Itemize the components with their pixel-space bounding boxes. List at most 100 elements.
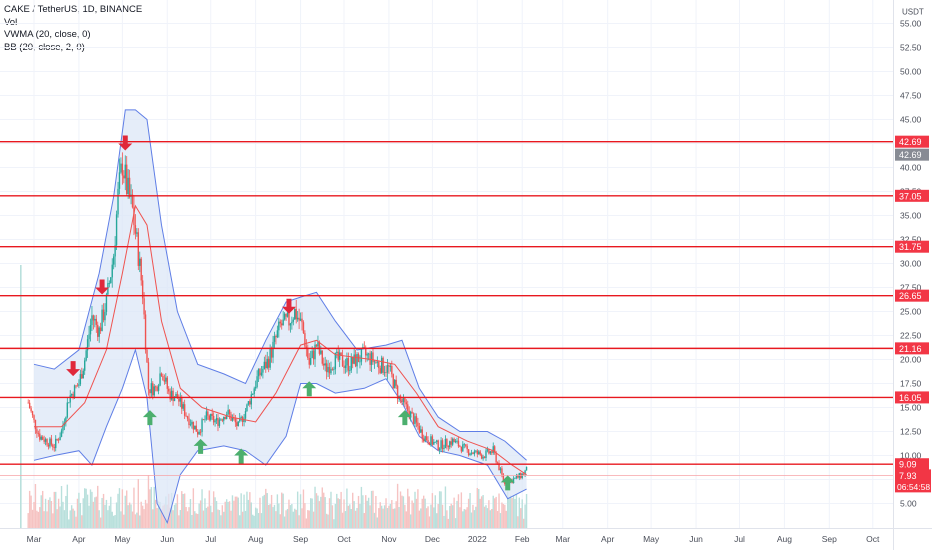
candle-body	[317, 342, 319, 347]
volume-bar	[305, 518, 308, 528]
volume-bar	[521, 499, 523, 528]
volume-bar	[143, 509, 145, 528]
candle-body	[65, 417, 67, 423]
volume-bar	[311, 498, 313, 528]
time-tick-label: May	[643, 534, 660, 544]
candle-body	[504, 480, 506, 485]
volume-bar	[246, 491, 248, 528]
volume-bar	[509, 495, 512, 528]
candle-body	[173, 397, 176, 402]
volume-bar	[112, 515, 115, 528]
volume-bar	[434, 495, 436, 528]
candle-body	[139, 258, 141, 266]
candle-body	[283, 313, 286, 320]
time-tick-label: Nov	[381, 534, 397, 544]
volume-bar	[194, 511, 196, 528]
volume-bar	[154, 499, 157, 528]
volume-bar	[320, 496, 322, 528]
candle-body	[218, 419, 221, 426]
candle-body	[68, 402, 70, 404]
candle-body	[143, 298, 145, 315]
symbol-title[interactable]: CAKE / TetherUS, 1D, BINANCE	[4, 4, 143, 15]
buy-arrow-icon	[500, 475, 515, 491]
volume-bar	[140, 501, 142, 528]
volume-bar	[436, 513, 438, 528]
candle-body	[462, 444, 464, 452]
volume-bar	[205, 507, 208, 528]
volume-bar	[257, 513, 260, 528]
candle-body	[353, 354, 355, 364]
candle-body	[91, 315, 93, 325]
volume-bar	[299, 494, 302, 528]
volume-bar	[309, 498, 312, 528]
time-tick-label: Jun	[689, 534, 703, 544]
candle-body	[446, 438, 448, 447]
volume-bar	[352, 492, 354, 528]
volume-bar	[420, 508, 422, 528]
volume-bar	[451, 505, 454, 528]
volume-legend[interactable]: Vol	[4, 16, 18, 28]
volume-bar	[321, 487, 323, 528]
candle-body	[473, 451, 476, 454]
volume-bar	[498, 493, 500, 528]
volume-bar	[380, 505, 383, 528]
candle-body	[401, 398, 403, 403]
candle-body	[273, 336, 276, 342]
volume-bar	[270, 494, 273, 528]
volume-bar	[223, 511, 225, 528]
candle-body	[443, 448, 445, 450]
volume-bar	[225, 499, 228, 528]
volume-bar	[56, 509, 58, 528]
volume-bar	[65, 495, 67, 528]
volume-bar	[265, 488, 267, 528]
vwma-legend[interactable]: VWMA (20, close, 0)	[4, 29, 91, 40]
candle-body	[50, 438, 53, 445]
volume-bar	[121, 489, 124, 528]
volume-bar	[437, 504, 439, 528]
volume-bar	[404, 504, 406, 528]
candle-body	[285, 313, 287, 317]
candle-body	[415, 416, 418, 423]
candle-body	[157, 385, 160, 391]
level-tag-label: 42.69	[899, 137, 922, 147]
candle-body	[86, 339, 89, 351]
candle-body	[412, 413, 415, 425]
time-axis[interactable]: Mar Apr May Jun Jul Aug Sep Oct Nov Dec 2022 Feb Mar…	[0, 528, 932, 545]
volume-bar	[220, 515, 222, 528]
volume-bar	[486, 508, 489, 528]
time-tick-label: Apr	[72, 534, 85, 544]
horizontal-levels[interactable]	[0, 140, 893, 476]
level-tag: 21.16	[895, 342, 929, 355]
candle-body	[247, 401, 250, 405]
volume-bar	[440, 491, 442, 528]
candle-body	[102, 309, 105, 321]
candle-body	[195, 425, 197, 432]
time-tick-label: Feb	[515, 534, 530, 544]
level-tag: 9.09	[895, 458, 929, 471]
candle-body	[204, 419, 206, 421]
volume-bar	[230, 510, 232, 528]
volume-bar	[30, 495, 32, 528]
candle-body	[212, 415, 215, 423]
volume-bar	[444, 486, 447, 528]
level-tag-bg	[895, 458, 929, 471]
volume-bar	[215, 501, 218, 528]
candle-body	[57, 439, 60, 441]
candle-body	[208, 415, 210, 420]
candle-body	[263, 361, 266, 369]
volume-bar	[289, 505, 292, 528]
volume-bar	[153, 486, 155, 528]
volume-bar	[386, 508, 389, 528]
volume-bar	[66, 484, 69, 528]
candle-body	[278, 321, 280, 331]
time-tick-label: Aug	[777, 534, 792, 544]
level-tag: 42.69	[895, 135, 929, 148]
candle-body	[108, 283, 111, 284]
level-tag-bg	[895, 240, 929, 253]
level-tag-bg	[895, 289, 929, 302]
level-tag-bg	[895, 135, 929, 148]
candle-body	[227, 409, 229, 415]
candle-body	[147, 362, 150, 390]
price-tick-label: 52.50	[900, 43, 922, 53]
